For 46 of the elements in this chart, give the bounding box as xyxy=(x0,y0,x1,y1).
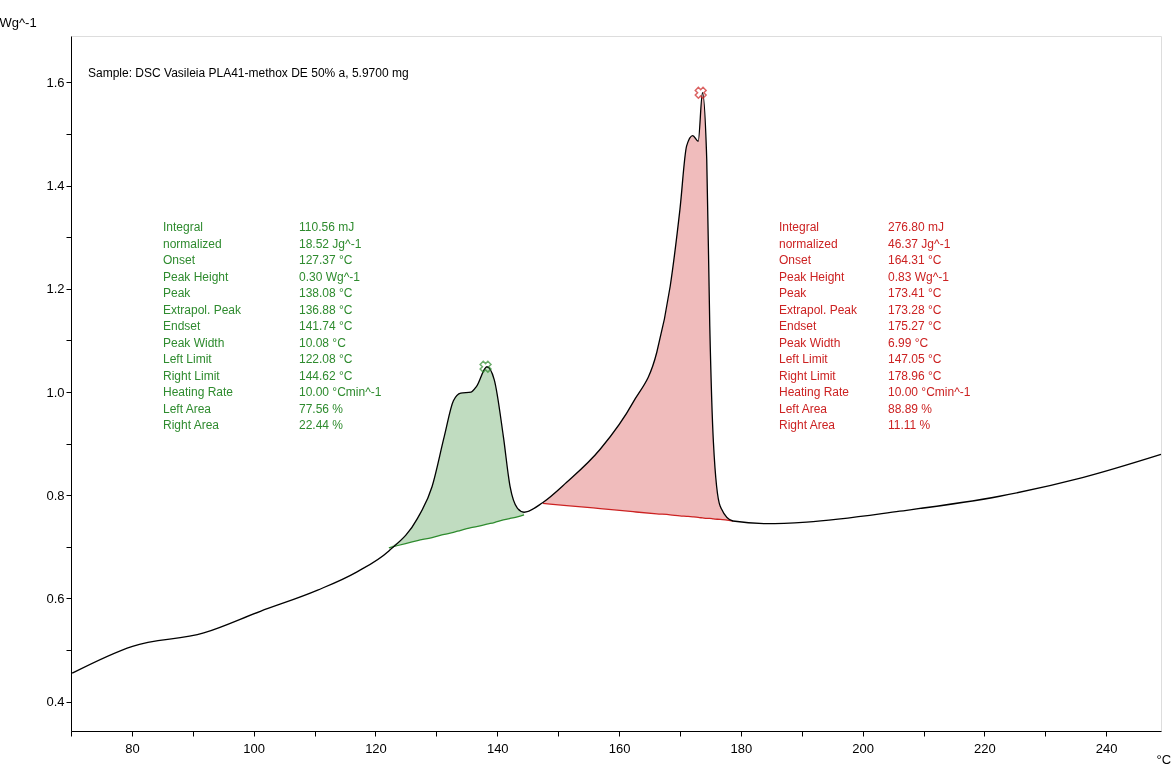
text: Peak Width 10.08 °C xyxy=(163,335,346,350)
y-tick-label: 1.4 xyxy=(46,178,65,194)
text: Peak 173.41 °C xyxy=(779,286,942,300)
text: Left Limit 122.08 °C xyxy=(163,352,353,366)
text: Right Limit 178.96 °C xyxy=(779,368,942,383)
text: Peak 138.08 °C xyxy=(163,286,353,300)
y-tick-label: 1.6 xyxy=(46,74,65,90)
text: normalized 18.52 Jg^-1 xyxy=(163,236,362,251)
text: Peak Height 0.83 Wg^-1 xyxy=(779,269,949,284)
x-tick-label: 200 xyxy=(852,740,874,756)
line-series xyxy=(388,514,525,549)
text: Peak Height 0.30 Wg^-1 xyxy=(163,269,360,284)
x-tick-label: 220 xyxy=(974,740,996,756)
x-tick-label: 120 xyxy=(365,740,387,756)
text: Right Area 22.44 % xyxy=(163,418,344,432)
y-tick-label: 0.4 xyxy=(46,694,65,710)
text: Onset 127.37 °C xyxy=(163,253,353,267)
text: Heating Rate 10.00 °Cmin^-1 xyxy=(163,385,382,399)
text: Right Area 11.11 % xyxy=(779,418,931,432)
annotation: Sample: DSC Vasileia PLA41-methox DE 50% a, 5.9700 mg xyxy=(88,66,409,80)
text: Right Limit 144.62 °C xyxy=(163,368,353,383)
text: Onset 164.31 °C xyxy=(779,253,942,267)
text: Peak Width 6.99 °C xyxy=(779,335,929,350)
text: Left Area 88.89 % xyxy=(779,401,933,416)
text: Endset 141.74 °C xyxy=(163,319,353,333)
text: Extrapol. Peak 173.28 °C xyxy=(779,302,942,317)
x-tick-label: 160 xyxy=(608,740,631,756)
y-tick-label: 0.6 xyxy=(46,590,65,606)
x-tick-label: 240 xyxy=(1095,740,1118,756)
text: Endset 175.27 °C xyxy=(779,319,942,333)
y-tick-label: 1.0 xyxy=(46,384,65,400)
text: normalized 46.37 Jg^-1 xyxy=(779,236,951,251)
x-tick-label: 100 xyxy=(243,740,266,756)
text: Heating Rate 10.00 °Cmin^-1 xyxy=(779,385,971,399)
y-tick-label: 1.2 xyxy=(46,281,65,297)
text: Integral 110.56 mJ xyxy=(163,220,355,234)
x-tick-label: 140 xyxy=(486,740,509,756)
text: Left Area 77.56 % xyxy=(163,401,344,416)
text: Extrapol. Peak 136.88 °C xyxy=(163,302,353,317)
y-tick-label: 0.8 xyxy=(46,487,65,503)
y-axis-title: Wg^-1 xyxy=(0,14,37,30)
x-axis-title: °C xyxy=(1156,751,1171,764)
x-tick-label: 80 xyxy=(125,740,140,756)
x-tick-label: 180 xyxy=(730,740,753,756)
text: Left Limit 147.05 °C xyxy=(779,352,942,366)
text: Integral 276.80 mJ xyxy=(779,220,945,234)
